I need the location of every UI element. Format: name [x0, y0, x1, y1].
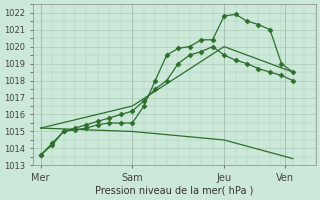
X-axis label: Pression niveau de la mer( hPa ): Pression niveau de la mer( hPa ) — [95, 186, 253, 196]
